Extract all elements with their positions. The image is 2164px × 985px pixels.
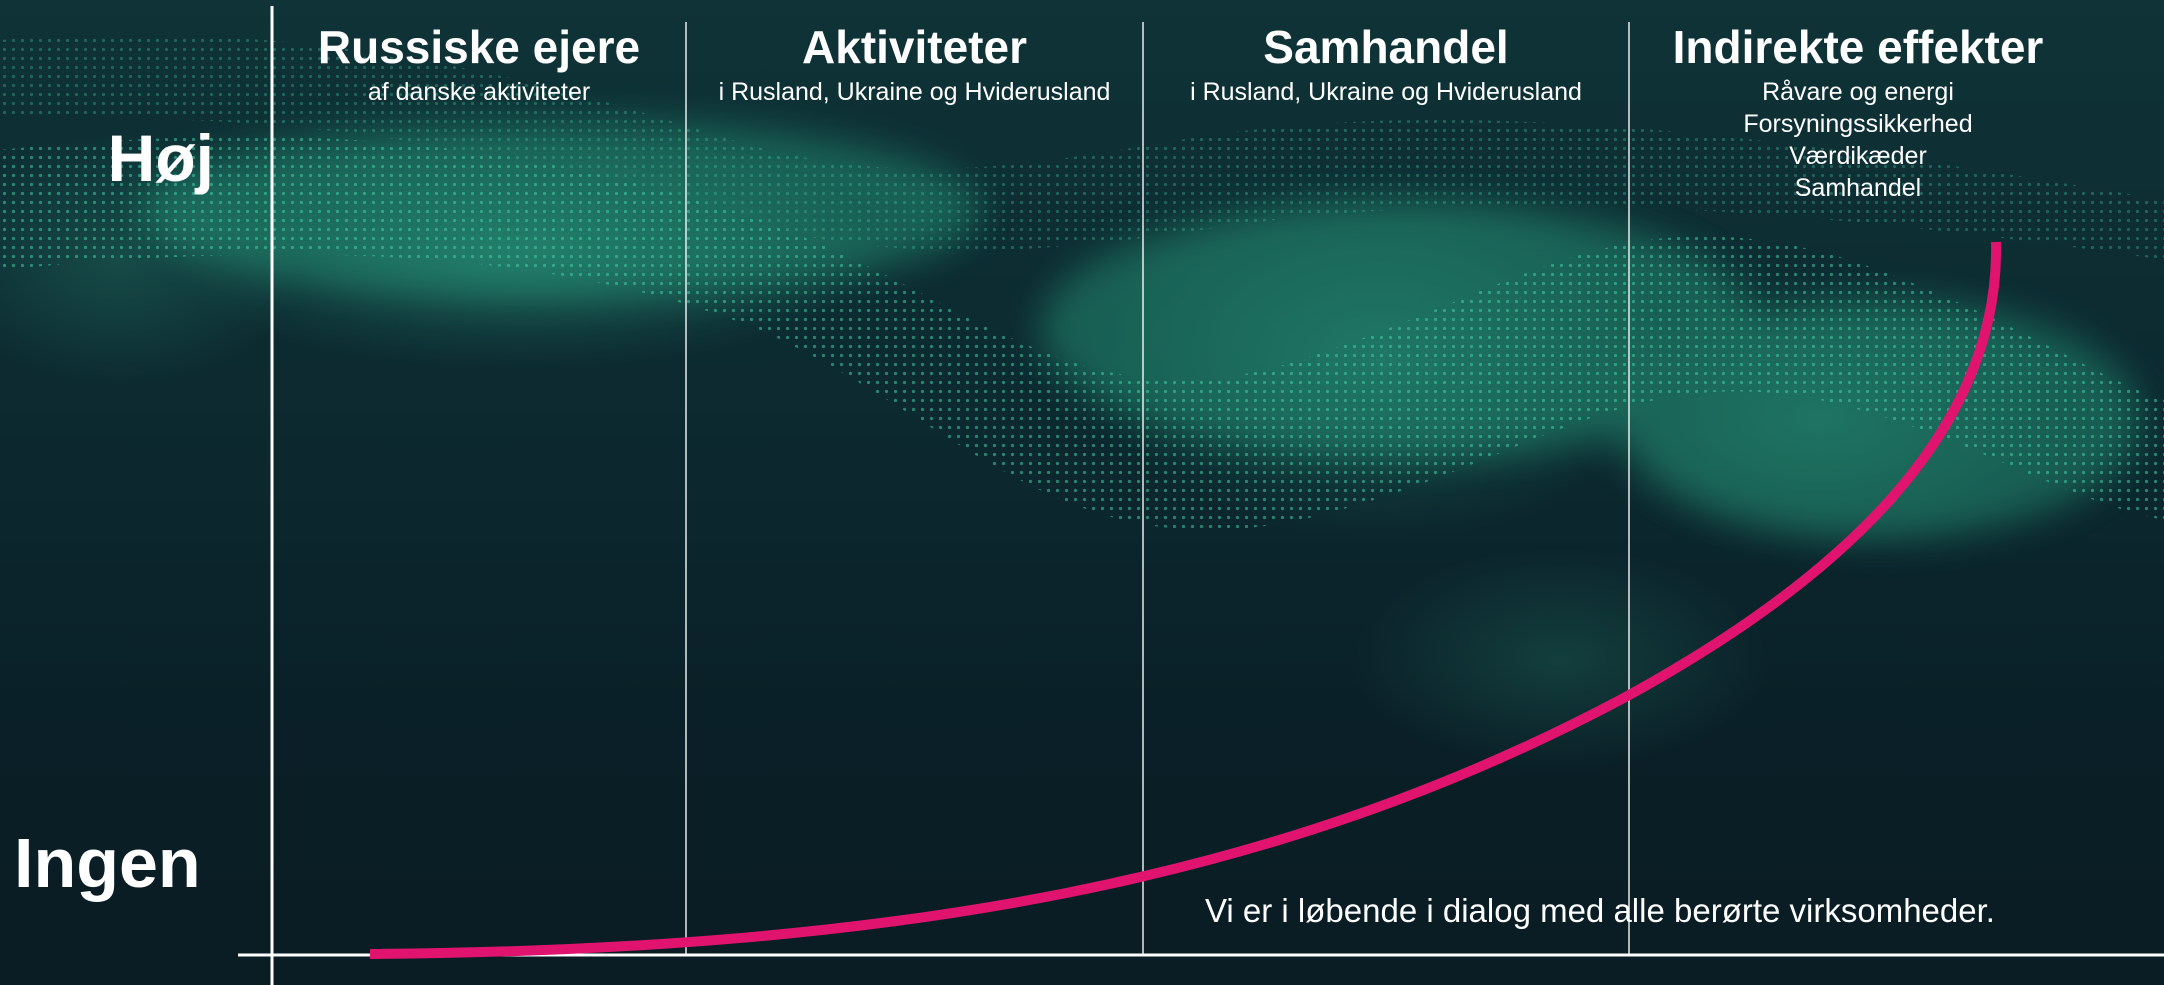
column-title: Samhandel (1263, 21, 1509, 73)
column-line: Forsyningssikkerhed (1743, 110, 1973, 138)
column-line: Værdikæder (1789, 142, 1927, 170)
column-header-activities: Aktiviteter i Rusland, Ukraine og Hvider… (686, 18, 1143, 108)
column-title: Indirekte effekter (1672, 21, 2044, 73)
impact-curve (369, 241, 2002, 959)
column-header-indirect-effects: Indirekte effekter Råvare og energi Fors… (1629, 18, 2087, 204)
column-line: Samhandel (1794, 174, 1922, 202)
column-title: Russiske ejere (317, 21, 641, 73)
column-header-trade: Samhandel i Rusland, Ukraine og Hviderus… (1143, 18, 1629, 108)
column-line: Råvare og energi (1762, 78, 1954, 106)
column-subtitle: af danske aktiviteter (367, 78, 591, 106)
column-subtitle: i Rusland, Ukraine og Hviderusland (718, 78, 1111, 106)
column-header-russian-owners: Russiske ejere af danske aktiviteter (272, 18, 686, 108)
level-label-none: Ingen (14, 824, 201, 902)
column-subtitle: i Rusland, Ukraine og Hviderusland (1190, 78, 1582, 106)
footnote: Vi er i løbende i dialog med alle berørt… (1205, 892, 1995, 929)
level-label-high: Høj (107, 121, 214, 195)
column-title: Aktiviteter (802, 21, 1027, 73)
